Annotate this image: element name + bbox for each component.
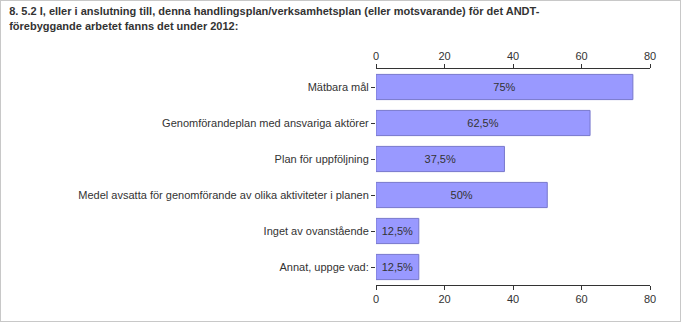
svg-text:62,5%: 62,5%	[467, 117, 498, 129]
svg-text:Genomförandeplan med ansvariga: Genomförandeplan med ansvariga aktörer	[162, 117, 369, 129]
svg-text:0: 0	[373, 50, 379, 62]
svg-text:50%: 50%	[451, 189, 473, 201]
svg-text:60: 60	[575, 293, 587, 305]
svg-text:Plan för uppföljning: Plan för uppföljning	[275, 153, 369, 165]
svg-text:80: 80	[644, 50, 656, 62]
svg-text:20: 20	[438, 293, 450, 305]
svg-text:75%: 75%	[493, 81, 515, 93]
svg-text:20: 20	[438, 50, 450, 62]
svg-text:Mätbara mål: Mätbara mål	[308, 81, 369, 93]
svg-text:80: 80	[644, 293, 656, 305]
svg-text:0: 0	[373, 293, 379, 305]
svg-text:Inget av ovanstående: Inget av ovanstående	[264, 225, 369, 237]
svg-text:Annat, uppge vad:: Annat, uppge vad:	[280, 261, 369, 273]
svg-text:8. 5.2 I, eller i anslutning t: 8. 5.2 I, eller i anslutning till, denna…	[9, 5, 539, 31]
svg-text:37,5%: 37,5%	[425, 153, 456, 165]
svg-text:60: 60	[575, 50, 587, 62]
svg-text:40: 40	[507, 293, 519, 305]
svg-text:40: 40	[507, 50, 519, 62]
svg-text:Medel avsatta för genomförande: Medel avsatta för genomförande av olika …	[78, 189, 368, 201]
svg-text:12,5%: 12,5%	[382, 225, 413, 237]
svg-text:12,5%: 12,5%	[382, 261, 413, 273]
